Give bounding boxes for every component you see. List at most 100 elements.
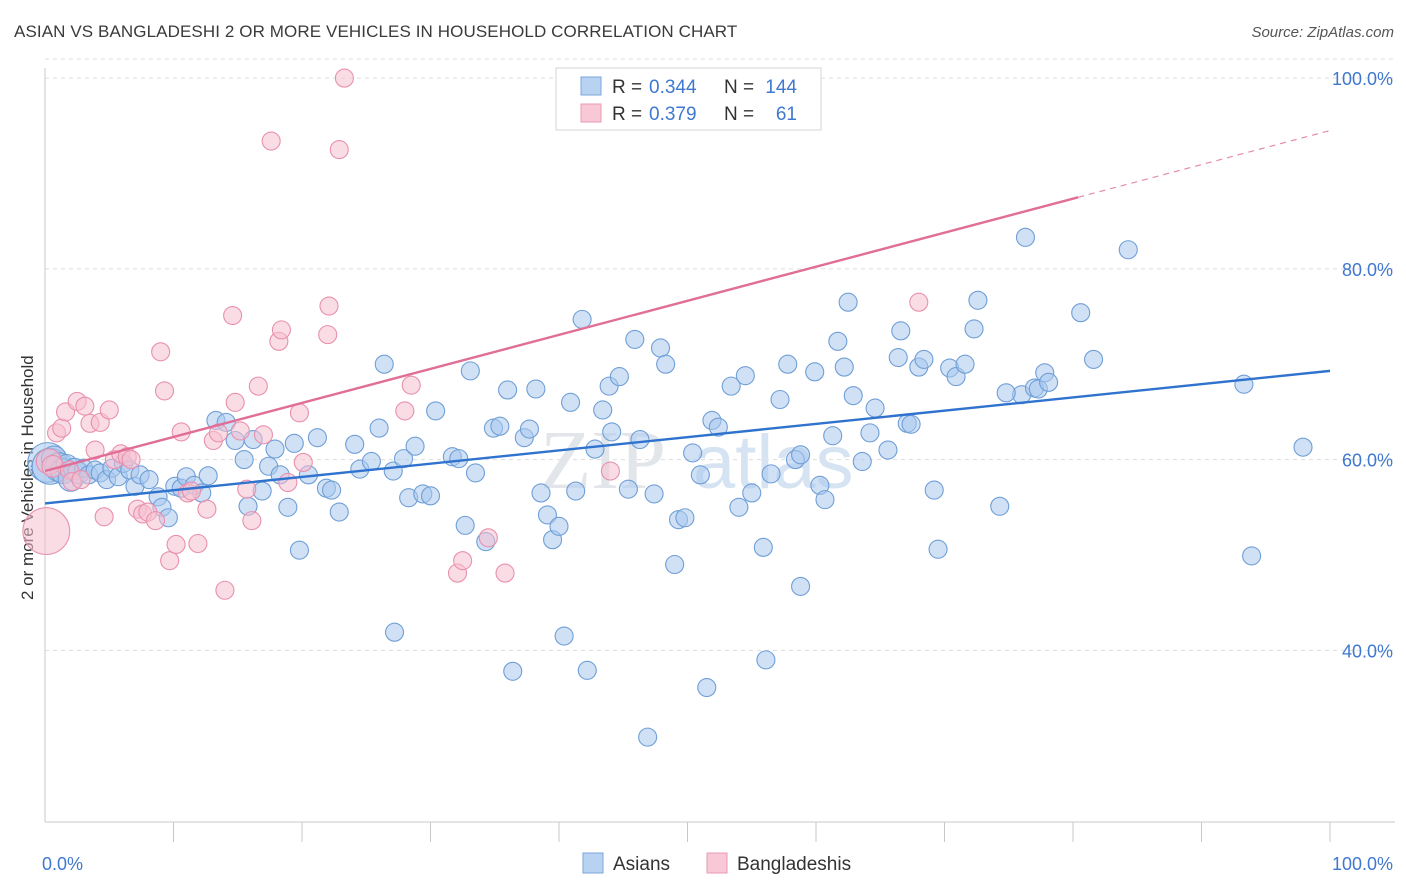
- bangladeshi-point: [293, 452, 313, 472]
- bangladeshi-point: [230, 421, 250, 441]
- asian-point: [384, 622, 405, 642]
- bangladeshi-point: [75, 396, 95, 416]
- bangladeshi-point: [318, 325, 338, 345]
- legend-n-label-0: N =: [724, 77, 754, 98]
- asian-point: [426, 401, 446, 421]
- asian-point: [924, 480, 944, 500]
- asian-point: [490, 416, 510, 436]
- y-tick-labels: 40.0% 60.0% 80.0% 100.0%: [1332, 69, 1393, 661]
- series-legend: Asians Bangladeshis: [582, 852, 851, 875]
- asian-point: [990, 496, 1010, 516]
- bangladeshi-point: [289, 403, 309, 423]
- bangladeshi-point: [237, 479, 257, 499]
- legend-n-label-1: N =: [724, 104, 754, 125]
- asian-point: [996, 383, 1016, 403]
- series-label-bangladeshis: Bangladeshis: [737, 854, 851, 875]
- asian-point: [278, 497, 298, 517]
- x-tick-labels: 0.0% 100.0%: [42, 854, 1393, 874]
- bangladeshi-point: [85, 440, 105, 460]
- asian-point: [753, 537, 773, 557]
- asian-point: [519, 419, 539, 439]
- asian-point: [644, 484, 664, 504]
- asian-point: [361, 451, 381, 472]
- bangladeshi-point: [188, 533, 208, 554]
- bangladeshi-point: [121, 450, 141, 470]
- y-tick-label: 80.0%: [1342, 260, 1393, 280]
- asian-point: [852, 451, 872, 472]
- bangladeshi-point: [151, 342, 171, 362]
- bangladeshi-point: [453, 551, 473, 571]
- asian-point: [778, 354, 798, 374]
- y-tick-label: 60.0%: [1342, 451, 1393, 471]
- bangladeshi-point: [215, 580, 235, 600]
- asian-point: [834, 357, 854, 377]
- asian-point: [465, 463, 486, 483]
- asian-point: [828, 331, 848, 351]
- bangladeshi-point: [395, 401, 415, 421]
- asian-point: [549, 516, 569, 536]
- series-swatch-bangladeshis: [706, 852, 728, 874]
- asian-point: [1015, 227, 1036, 247]
- bangladeshi-point: [319, 296, 339, 316]
- asian-point: [307, 428, 327, 448]
- source-label: Source: ZipAtlas.com: [1251, 24, 1394, 41]
- asian-point: [650, 338, 671, 358]
- asian-point: [914, 349, 934, 369]
- bangladeshi-trend-extension: [1077, 129, 1331, 198]
- asian-point: [1039, 372, 1059, 392]
- asian-point: [838, 292, 858, 312]
- bangladeshi-point: [495, 563, 515, 583]
- asian-point: [891, 321, 911, 341]
- trend-lines: [44, 129, 1331, 505]
- legend-swatch-bangladeshis: [580, 103, 602, 123]
- asian-point: [805, 362, 825, 382]
- asian-point: [928, 539, 948, 559]
- asian-point: [860, 423, 880, 443]
- y-tick-label: 40.0%: [1342, 641, 1393, 661]
- bangladeshi-point: [600, 461, 620, 481]
- asian-point: [865, 398, 885, 418]
- asian-point: [561, 392, 581, 412]
- bangladeshi-point: [171, 422, 191, 442]
- asian-point: [531, 483, 551, 503]
- bangladeshi-point: [334, 68, 354, 88]
- asian-point: [770, 389, 790, 410]
- bangladeshi-point: [154, 381, 175, 401]
- asian-point: [526, 379, 546, 399]
- asian-point: [690, 465, 710, 485]
- asian-point: [901, 414, 921, 434]
- bangladeshi-point: [160, 551, 180, 571]
- asian-point: [537, 505, 557, 525]
- asian-point: [618, 479, 638, 499]
- asian-point: [721, 376, 741, 396]
- asian-point: [665, 554, 685, 575]
- asian-point: [656, 354, 676, 374]
- asian-point: [878, 440, 898, 460]
- asian-point: [139, 470, 159, 490]
- asian-point: [572, 309, 592, 329]
- bangladeshi-point: [271, 320, 291, 340]
- bangladeshi-point: [242, 511, 262, 531]
- series-swatch-asians: [582, 852, 604, 874]
- asian-point: [460, 361, 480, 381]
- asian-point: [566, 481, 586, 501]
- asian-point: [625, 329, 645, 349]
- asian-point: [322, 480, 342, 500]
- bangladeshi-point: [99, 400, 119, 420]
- legend-r-label-1: R =: [612, 104, 642, 125]
- asian-point: [708, 417, 728, 437]
- series-label-asians: Asians: [613, 854, 670, 875]
- asian-point: [1071, 303, 1091, 323]
- bangladeshi-point: [478, 528, 498, 548]
- bangladeshi-point: [145, 511, 166, 531]
- legend-r-label-0: R =: [612, 77, 642, 98]
- gridlines: [45, 58, 1395, 651]
- bangladeshi-point: [166, 534, 186, 555]
- x-tick-label: 100.0%: [1332, 854, 1393, 874]
- asian-point: [345, 434, 365, 454]
- legend-swatch-asians: [580, 76, 602, 96]
- asian-point: [265, 439, 285, 459]
- bangladeshi-point: [261, 131, 281, 151]
- asian-point: [284, 433, 304, 453]
